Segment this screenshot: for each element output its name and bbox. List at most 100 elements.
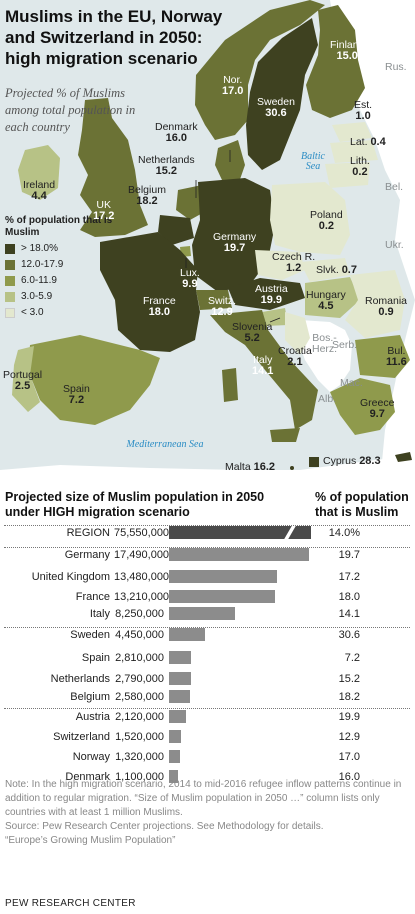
row-separator xyxy=(4,627,410,628)
population-value: 2,580,000 xyxy=(115,691,164,703)
population-bar xyxy=(169,750,180,763)
country-croatia xyxy=(285,312,310,355)
legend-label: < 3.0 xyxy=(21,307,44,318)
label-romania: Romania 0.9 xyxy=(365,295,408,318)
legend-item: > 18.0% xyxy=(5,242,115,255)
label-sweden: Sweden 30.6 xyxy=(257,96,295,119)
country-france xyxy=(100,232,200,352)
population-bar xyxy=(169,770,178,783)
legend-swatch xyxy=(5,307,15,318)
label-finland: Finland 15.0 xyxy=(330,39,365,62)
legend-swatch xyxy=(5,259,15,270)
label-croatia: Croatia 2.1 xyxy=(278,345,312,368)
percent-muslim: 14.0% xyxy=(328,527,360,539)
table-row: Spain 2,810,000 7.2 xyxy=(0,647,415,669)
country-name: Germany xyxy=(64,549,110,561)
country-denmark xyxy=(215,140,245,185)
country-austria xyxy=(228,278,305,310)
label-latvia: Lat. 0.4 xyxy=(350,136,386,148)
label-greece: Greece 9.7 xyxy=(360,397,395,420)
percent-muslim: 12.9 xyxy=(338,731,360,743)
label-denmark: Denmark 16.0 xyxy=(155,121,198,144)
label-spain: Spain 7.2 xyxy=(63,383,90,406)
country-czech xyxy=(255,250,305,280)
country-ireland xyxy=(18,145,60,200)
label-serb: Serb. xyxy=(332,339,358,351)
legend-swatch xyxy=(5,275,15,286)
country-malta xyxy=(290,466,294,470)
legend-label: 12.0-17.9 xyxy=(21,259,64,270)
country-name: Netherlands xyxy=(50,673,110,685)
percent-muslim: 30.6 xyxy=(338,629,360,641)
country-name: France xyxy=(75,591,110,603)
label-ukr: Ukr. xyxy=(385,239,404,251)
table-row-region: REGION 75,550,000 14.0% xyxy=(0,522,415,544)
label-germany: Germany 19.7 xyxy=(213,231,257,254)
population-value: 2,120,000 xyxy=(115,711,164,723)
country-belgium xyxy=(158,215,194,245)
label-bos: Bos.- Herz. xyxy=(312,332,338,355)
country-germany xyxy=(192,178,275,292)
country-spain xyxy=(28,335,160,425)
country-lithuania xyxy=(325,162,370,188)
country-romania xyxy=(345,270,405,338)
country-slovenia xyxy=(262,308,288,326)
table-row: Norway 1,320,000 17.0 xyxy=(0,746,415,768)
table-row: Germany 17,490,000 19.7 xyxy=(0,544,415,566)
label-malta: Malta 16.2 xyxy=(225,461,276,473)
population-value: 17,490,000 xyxy=(114,549,170,561)
footnote: Note: In the high migration scenario, 20… xyxy=(5,778,410,848)
land-africa-turkey xyxy=(0,455,415,483)
land-balkans xyxy=(298,320,352,392)
percent-muslim: 15.2 xyxy=(338,673,360,685)
label-rus: Rus. xyxy=(385,61,407,73)
country-latvia xyxy=(330,140,378,163)
europe-map xyxy=(0,0,415,483)
label-switzerland: Switz. 12.9 xyxy=(208,295,237,318)
label-poland: Poland 0.2 xyxy=(310,209,343,232)
population-value: 13,480,000 xyxy=(114,571,170,583)
label-lux: Lux. 9.9 xyxy=(180,267,200,290)
country-name: Spain xyxy=(81,652,110,664)
country-poland xyxy=(270,182,350,255)
sea-label-mediterranean: Mediterranean Sea xyxy=(126,439,204,450)
country-name: Denmark xyxy=(65,771,110,783)
legend-swatch xyxy=(5,243,15,254)
population-value: 75,550,000 xyxy=(114,527,170,539)
country-greece xyxy=(330,378,395,435)
row-separator xyxy=(4,525,410,526)
table-row: Denmark 1,100,000 16.0 xyxy=(0,766,415,788)
population-value: 2,810,000 xyxy=(115,652,164,664)
report-title: “Europe’s Growing Muslim Population” xyxy=(5,835,176,846)
population-bar xyxy=(169,570,277,583)
percent-muslim: 16.0 xyxy=(338,771,360,783)
percent-muslim: 19.9 xyxy=(338,711,360,723)
label-bel: Bel. xyxy=(385,181,404,193)
table-row: Switzerland 1,520,000 12.9 xyxy=(0,726,415,748)
row-separator xyxy=(4,547,410,548)
table-row: Sweden 4,450,000 30.6 xyxy=(0,624,415,646)
percent-muslim: 17.2 xyxy=(338,571,360,583)
population-value: 13,210,000 xyxy=(114,591,170,603)
map-title: Muslims in the EU, Norway and Switzerlan… xyxy=(5,7,223,68)
table-row: Italy 8,250,000 14.1 xyxy=(0,603,415,625)
percent-muslim: 14.1 xyxy=(338,608,360,620)
population-bar xyxy=(169,548,309,561)
population-bar xyxy=(169,672,191,685)
label-czech: Czech R. 1.2 xyxy=(272,251,316,274)
pct-column-header: % of population that is Muslim xyxy=(315,490,409,519)
legend-swatch xyxy=(5,291,15,302)
legend-title: % of population that is Muslim xyxy=(5,215,113,238)
percent-muslim: 19.7 xyxy=(338,549,360,561)
population-value: 8,250,000 xyxy=(115,608,164,620)
note-text: Note: In the high migration scenario, 20… xyxy=(5,779,402,818)
legend-item: 12.0-17.9 xyxy=(5,258,115,271)
population-value: 4,450,000 xyxy=(115,629,164,641)
country-name: Sweden xyxy=(70,629,110,641)
country-estonia xyxy=(332,122,372,142)
label-italy: Italy 14.1 xyxy=(252,354,274,377)
label-france: France 18.0 xyxy=(143,295,176,318)
population-value: 1,520,000 xyxy=(115,731,164,743)
country-name: Belgium xyxy=(70,691,110,703)
label-bulgaria: Bul. 11.6 xyxy=(386,345,407,368)
